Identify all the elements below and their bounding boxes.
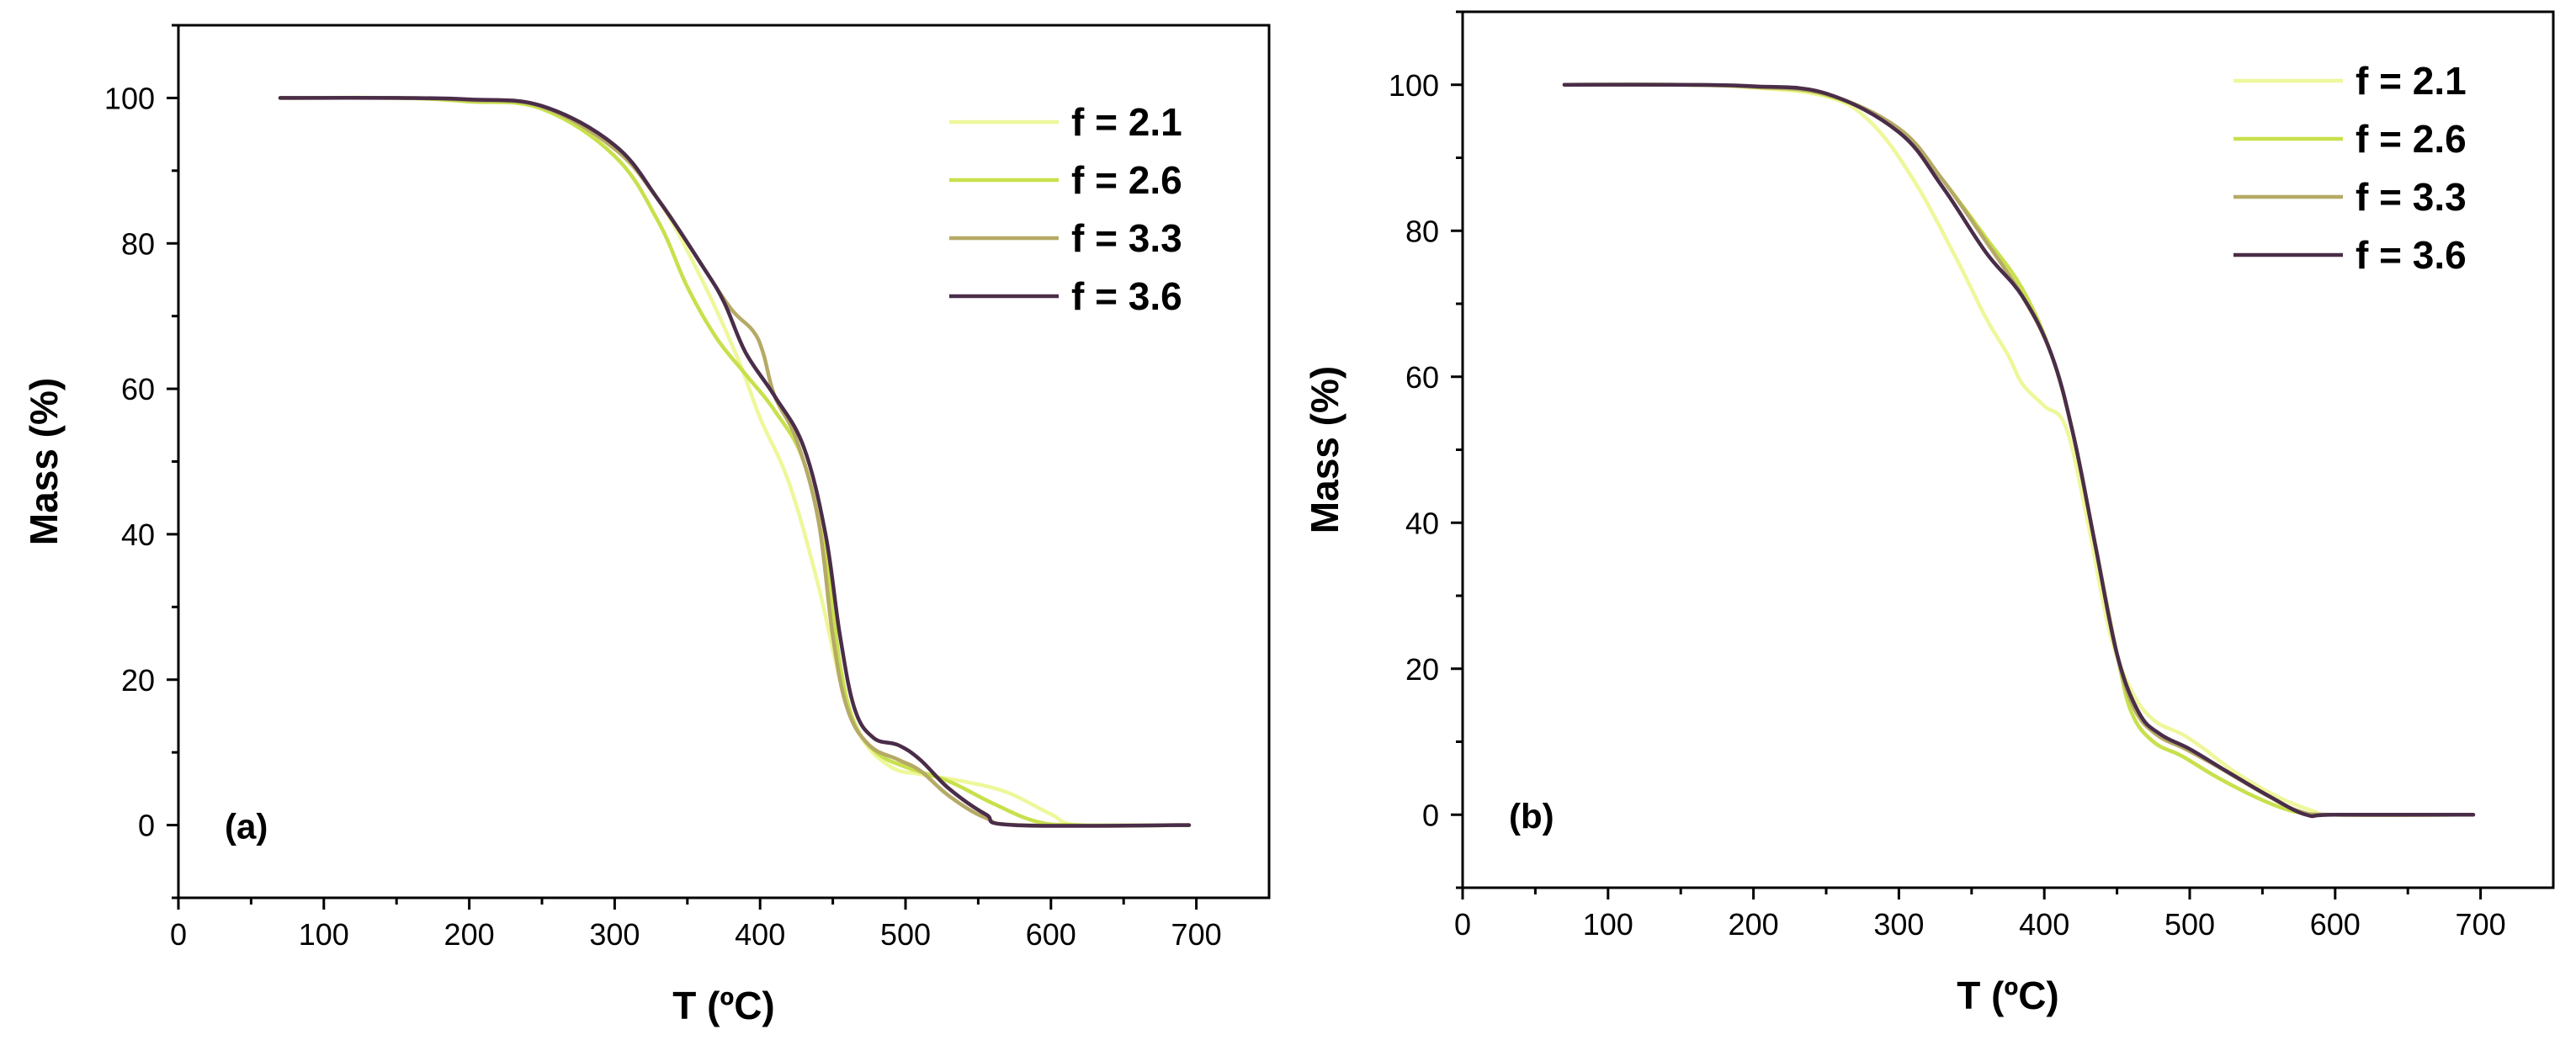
y-tick-label: 0 bbox=[1422, 798, 1439, 832]
legend-label: f = 3.3 bbox=[1071, 216, 1182, 260]
x-tick-label: 500 bbox=[2164, 907, 2215, 942]
series-line-f-2-1 bbox=[278, 95, 1192, 828]
x-tick-label: 400 bbox=[735, 917, 785, 952]
panel-label: (b) bbox=[1509, 796, 1554, 836]
x-tick-label: 500 bbox=[880, 917, 931, 952]
y-tick-label: 80 bbox=[1405, 214, 1439, 248]
y-tick-label: 20 bbox=[1405, 652, 1439, 687]
x-tick-label: 0 bbox=[170, 917, 187, 952]
y-tick-label: 60 bbox=[121, 372, 155, 406]
chart-panel-a: 0 100 200 300 400 500 600 700 0 20 40 60 80 100 T (ºC)… bbox=[22, 24, 1271, 1027]
y-axis-label: Mass (%) bbox=[22, 378, 66, 545]
y-tick-label: 20 bbox=[121, 663, 155, 698]
x-axis-label: T (ºC) bbox=[1957, 974, 2059, 1017]
y-tick-label: 40 bbox=[121, 517, 155, 552]
legend-label: f = 2.6 bbox=[1071, 158, 1182, 202]
legend-label: f = 3.3 bbox=[2356, 175, 2467, 219]
y-axis-label: Mass (%) bbox=[1303, 366, 1346, 533]
x-tick-label: 700 bbox=[1171, 917, 1222, 952]
x-tick-label: 200 bbox=[444, 917, 495, 952]
y-tick-label: 60 bbox=[1405, 360, 1439, 395]
x-tick-label: 700 bbox=[2456, 907, 2506, 942]
x-tick-label: 0 bbox=[1454, 907, 1471, 942]
legend-label: f = 3.6 bbox=[2356, 233, 2467, 277]
panel-label: (a) bbox=[225, 807, 268, 846]
y-tick-label: 100 bbox=[104, 81, 155, 115]
series-line-f-3-3 bbox=[1562, 82, 2476, 817]
series-line-f-3-6 bbox=[278, 96, 1192, 828]
y-tick-label: 80 bbox=[121, 226, 155, 261]
series-line-f-3-3 bbox=[278, 95, 1192, 828]
plot-frame bbox=[177, 24, 1271, 899]
y-tick-label: 100 bbox=[1389, 68, 1439, 103]
x-axis-label: T (ºC) bbox=[672, 984, 775, 1027]
x-tick-label: 600 bbox=[1026, 917, 1076, 952]
y-tick-label: 40 bbox=[1405, 506, 1439, 540]
x-tick-label: 100 bbox=[299, 917, 349, 952]
series-line-f-2-6 bbox=[278, 95, 1192, 828]
legend-label: f = 2.1 bbox=[2356, 59, 2467, 103]
x-tick-label: 300 bbox=[589, 917, 640, 952]
legend-label: f = 3.6 bbox=[1071, 274, 1182, 318]
series-line-f-2-6 bbox=[1562, 82, 2476, 817]
series-line-f-2-1 bbox=[1562, 82, 2476, 817]
x-tick-label: 400 bbox=[2019, 907, 2069, 942]
legend-label: f = 2.6 bbox=[2356, 117, 2467, 161]
series-line-f-3-6 bbox=[1562, 82, 2476, 819]
y-tick-label: 0 bbox=[138, 809, 155, 843]
x-tick-label: 200 bbox=[1729, 907, 1779, 942]
chart-panel-b: 0 100 200 300 400 500 600 700 0 20 40 60 80 100 T (ºC)… bbox=[1303, 10, 2555, 1017]
x-tick-label: 600 bbox=[2310, 907, 2361, 942]
x-tick-label: 100 bbox=[1583, 907, 1633, 942]
legend-label: f = 2.1 bbox=[1071, 100, 1182, 144]
x-tick-label: 300 bbox=[1873, 907, 1924, 942]
